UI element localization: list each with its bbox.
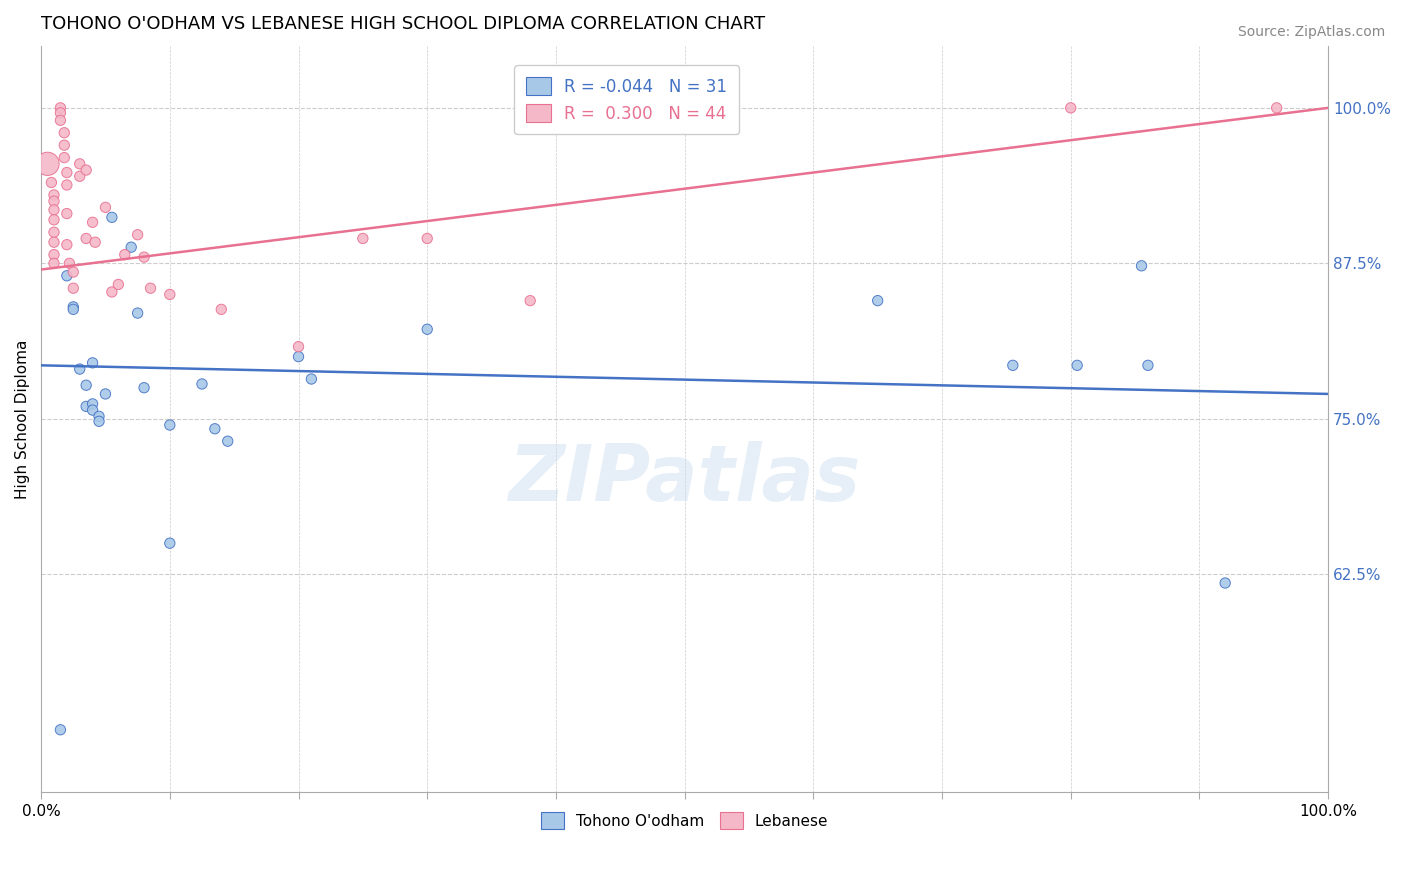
Point (87, 414, 110, 428)
Point (204, 422, 226, 436)
Point (62, 302, 84, 317)
Point (49, 101, 72, 115)
Point (53, 151, 76, 165)
Point (1066, 359, 1088, 373)
Point (139, 281, 162, 295)
Point (49, 113, 72, 128)
Point (56, 165, 79, 179)
Point (56, 268, 79, 283)
Point (82, 403, 104, 417)
Point (62, 265, 84, 279)
Y-axis label: High School Diploma: High School Diploma (15, 339, 30, 499)
Text: Source: ZipAtlas.com: Source: ZipAtlas.com (1237, 25, 1385, 39)
Point (94, 387, 117, 401)
Point (84, 235, 107, 250)
Point (53, 138, 76, 153)
Point (127, 227, 149, 242)
Point (42, 188, 65, 202)
Point (75, 378, 97, 392)
Point (87, 409, 110, 424)
Point (132, 250, 155, 264)
Point (287, 350, 309, 364)
Point (287, 340, 309, 354)
Point (41, 176, 63, 190)
Point (217, 434, 239, 449)
Point (42, 225, 65, 239)
Point (62, 281, 84, 295)
Point (866, 293, 889, 308)
Point (159, 287, 181, 301)
Point (42, 235, 65, 250)
Point (416, 322, 439, 336)
Point (37, 157, 59, 171)
Point (75, 163, 97, 178)
Point (101, 211, 124, 225)
Point (352, 231, 374, 245)
Point (132, 381, 155, 395)
Point (42, 212, 65, 227)
Point (82, 215, 104, 229)
Point (1130, 259, 1153, 273)
Text: TOHONO O'ODHAM VS LEBANESE HIGH SCHOOL DIPLOMA CORRELATION CHART: TOHONO O'ODHAM VS LEBANESE HIGH SCHOOL D… (41, 15, 765, 33)
Point (94, 200, 117, 214)
Point (1001, 359, 1024, 373)
Point (519, 293, 541, 308)
Point (75, 231, 97, 245)
Point (42, 256, 65, 270)
Point (120, 240, 142, 254)
Point (209, 302, 232, 317)
Point (69, 362, 91, 376)
Point (1060, 101, 1083, 115)
Point (107, 277, 129, 292)
Point (62, 300, 84, 314)
Point (101, 285, 124, 299)
Point (82, 356, 104, 370)
Point (42, 247, 65, 261)
Point (416, 231, 439, 245)
Point (1265, 101, 1288, 115)
Point (53, 126, 76, 140)
Point (159, 417, 181, 432)
Point (69, 157, 91, 171)
Point (1136, 359, 1159, 373)
Point (69, 169, 91, 184)
Point (82, 397, 104, 411)
Point (42, 202, 65, 217)
Point (42, 194, 65, 208)
Point (58, 256, 80, 270)
Point (191, 376, 214, 391)
Text: ZIPatlas: ZIPatlas (509, 441, 860, 516)
Point (75, 400, 97, 414)
Point (56, 237, 79, 252)
Point (49, 723, 72, 737)
Point (1213, 576, 1236, 591)
Legend: Tohono O'odham, Lebanese: Tohono O'odham, Lebanese (533, 805, 837, 837)
Point (159, 536, 181, 550)
Point (127, 306, 149, 320)
Point (49, 105, 72, 120)
Point (56, 206, 79, 220)
Point (114, 247, 136, 261)
Point (56, 178, 79, 192)
Point (299, 372, 322, 386)
